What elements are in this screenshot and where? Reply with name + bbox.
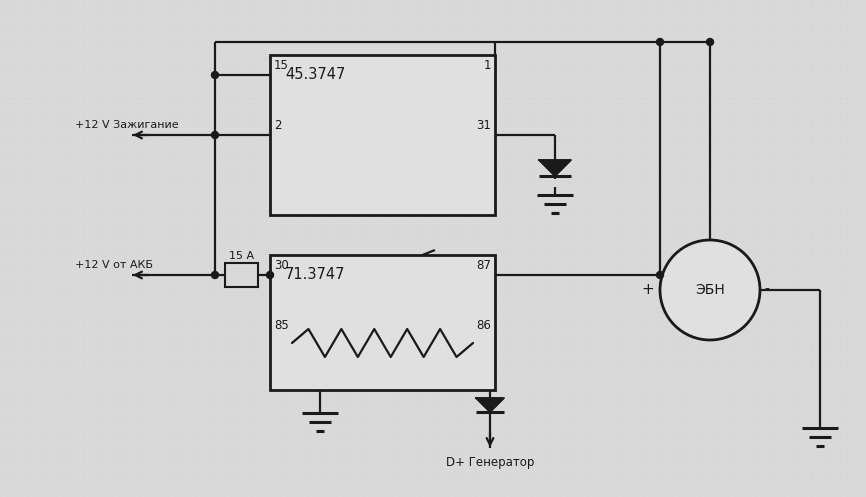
Text: 85: 85 (274, 319, 288, 332)
Text: -: - (764, 283, 769, 297)
Text: 87: 87 (476, 259, 491, 272)
Text: +: + (641, 282, 654, 298)
Polygon shape (539, 160, 571, 176)
Circle shape (211, 132, 218, 139)
Circle shape (707, 38, 714, 46)
Text: D+ Генератор: D+ Генератор (446, 456, 534, 469)
Circle shape (211, 72, 218, 79)
Text: 71.3747: 71.3747 (285, 267, 346, 282)
Bar (225, 263, 258, 287)
Text: +12 V от АКБ: +12 V от АКБ (75, 260, 153, 270)
Text: 31: 31 (476, 119, 491, 132)
Text: 15 А: 15 А (229, 251, 254, 261)
Text: 15: 15 (274, 59, 289, 72)
Bar (270, 55, 495, 215)
Circle shape (660, 240, 760, 340)
Circle shape (267, 271, 274, 278)
Text: 30: 30 (274, 259, 288, 272)
Text: +12 V Зажигание: +12 V Зажигание (75, 120, 178, 130)
Text: 1: 1 (483, 59, 491, 72)
Circle shape (211, 271, 218, 278)
Text: 45.3747: 45.3747 (285, 67, 346, 82)
Circle shape (656, 38, 663, 46)
Bar (270, 255, 495, 390)
Text: ЭБН: ЭБН (695, 283, 725, 297)
Circle shape (656, 271, 663, 278)
Text: 86: 86 (476, 319, 491, 332)
Text: 2: 2 (274, 119, 281, 132)
Polygon shape (476, 398, 504, 412)
